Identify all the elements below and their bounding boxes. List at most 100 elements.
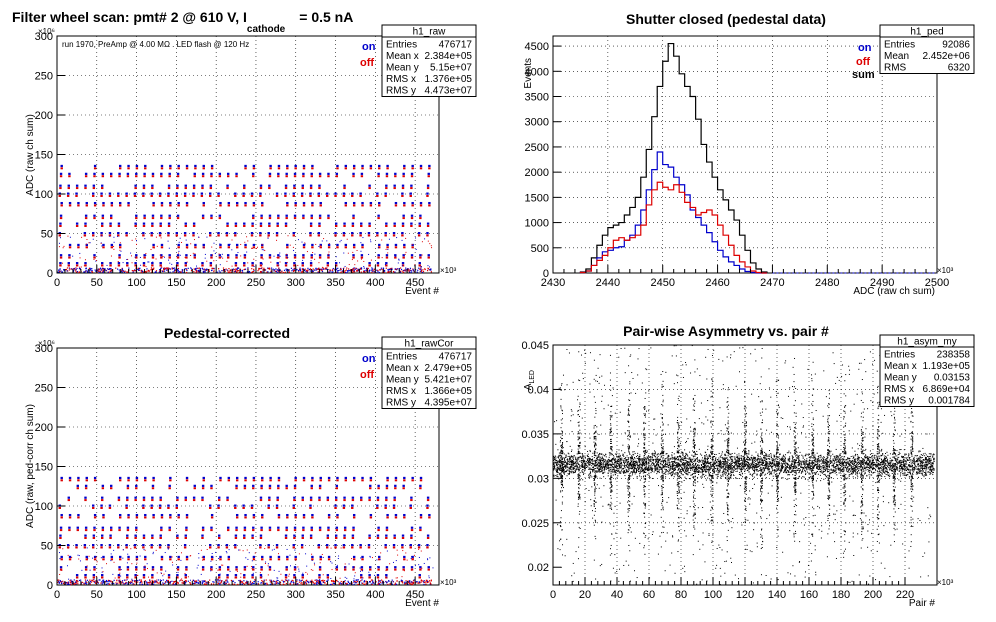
data-point-on [325,544,329,547]
data-point-on [285,214,288,217]
data-point [870,461,872,463]
data-point [141,271,143,273]
data-point [802,471,804,473]
data-point [367,582,369,584]
data-point-off [318,529,322,532]
data-point-on [352,164,356,168]
data-point [622,453,624,455]
data-point-on [76,526,79,529]
data-point [400,268,403,271]
y-tick-label: 100 [35,189,53,201]
data-point-off [219,204,222,207]
data-point [561,465,563,467]
data-point-off [177,558,180,561]
data-point-off [126,576,129,579]
data-point [423,580,425,582]
data-point [344,563,346,565]
data-point [155,549,157,551]
data-point-on [185,254,188,257]
data-point [825,461,827,463]
data-point [246,271,248,273]
data-point-off [268,499,271,502]
data-point [294,549,296,551]
data-point [228,583,230,585]
data-point-on [177,555,180,559]
data-point-on [311,476,314,480]
data-point [119,249,121,251]
data-point [914,462,916,464]
data-point [762,463,764,465]
data-point-on [267,232,270,235]
data-point [681,467,683,469]
data-point-on [327,513,331,517]
data-point-on [68,476,72,480]
data-point-off [409,194,412,197]
data-point [315,579,317,581]
data-point-off [302,217,305,220]
data-point [869,465,871,467]
data-point-on [117,222,121,225]
data-point-off [67,264,70,267]
stats-row-label: Entries [386,352,417,363]
data-point [612,462,614,464]
data-point-on [135,172,138,175]
data-point-off [300,194,304,197]
data-point [191,268,193,270]
data-point [74,581,77,584]
data-point [305,270,307,272]
data-point-off [59,568,63,571]
data-point [321,580,323,582]
data-point [800,465,802,467]
data-point-off [227,558,231,561]
data-point-off [85,558,88,561]
data-point-on [301,534,304,537]
data-point [429,557,431,559]
data-point-off [183,234,187,237]
data-point [705,469,707,471]
data-point [166,269,168,271]
data-point [302,267,304,270]
data-point [63,268,65,271]
data-point [416,581,418,583]
data-point-on [150,232,153,235]
data-point [85,582,87,585]
data-point-off [217,506,220,509]
data-point-off [410,175,414,178]
data-point [202,559,204,561]
data-point [640,476,642,478]
data-point [280,573,282,575]
data-point [293,270,295,272]
data-point [679,469,681,471]
data-point-off [394,479,398,482]
data-point [317,271,319,273]
data-point-off [392,506,396,509]
data-point [208,582,210,584]
data-point [335,256,337,258]
data-point-off [177,167,180,170]
data-point-off [135,175,138,178]
data-point [912,474,914,476]
data-point [907,469,909,471]
data-point-on [143,214,146,217]
data-point-on [361,164,364,168]
data-point [233,583,236,585]
data-point [238,549,240,551]
data-point [303,583,305,585]
data-point [752,465,754,467]
data-point-off [344,246,348,249]
data-point [889,465,891,467]
data-point [141,269,143,272]
data-point-off [285,256,288,259]
data-point-off [167,224,171,227]
data-point [329,269,331,271]
data-point-off [302,256,305,259]
data-point-on [201,566,205,569]
data-point [786,468,788,470]
data-point [240,576,242,578]
data-point-on [234,574,238,577]
data-point [204,271,206,273]
ped-ylabel: Events [523,58,534,89]
data-point [405,580,407,582]
data-point-on [144,555,147,559]
data-point [797,461,799,463]
